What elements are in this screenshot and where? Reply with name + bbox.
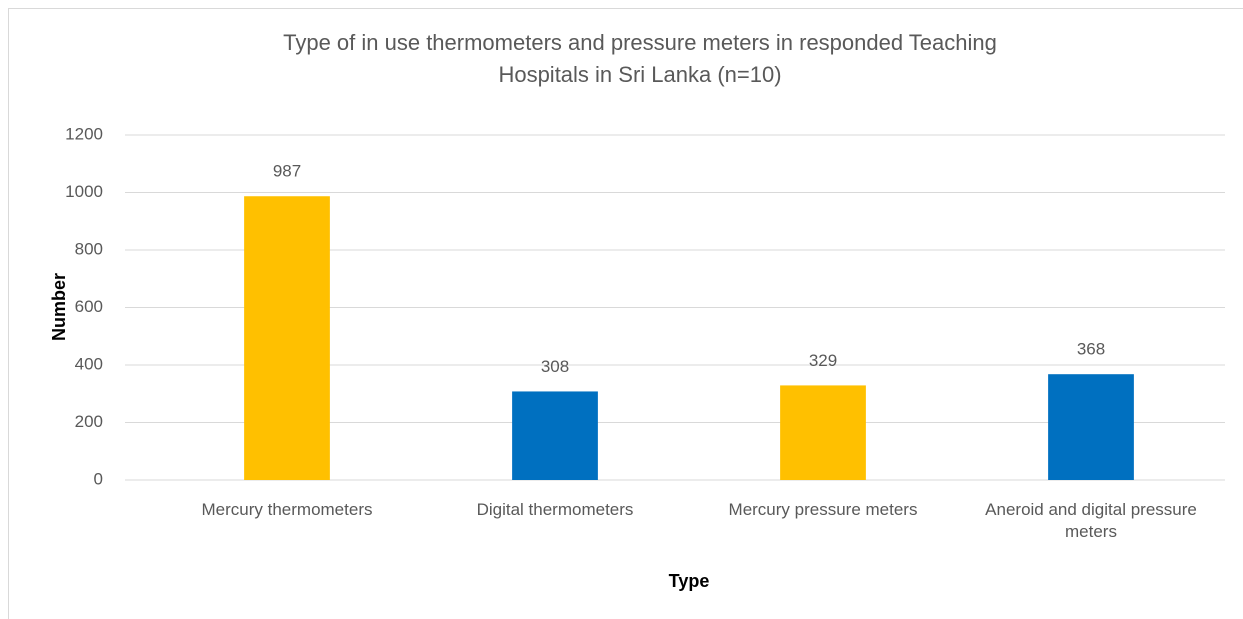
x-tick-label: Digital thermometers [476,500,634,519]
data-label: 308 [541,357,569,376]
x-tick-label: Mercury pressure meters [728,500,918,519]
data-label: 329 [809,351,837,370]
x-tick-label: Mercury thermometers [201,500,373,519]
data-label: 368 [1077,340,1105,359]
chart-border [8,8,1243,619]
bar [780,385,866,480]
bar [244,196,330,481]
y-tick-label: 1000 [65,182,103,201]
x-tick-label: Aneroid and digital pressure meters [985,500,1197,541]
y-axis-title: Number [49,273,69,341]
y-tick-label: 800 [75,239,103,258]
y-tick-label: 1200 [65,124,103,143]
y-tick-label: 600 [75,297,103,316]
y-tick-label: 200 [75,412,103,431]
bar [512,391,598,480]
chart-title: Hospitals in Sri Lanka (n=10) [498,62,781,87]
y-tick-label: 400 [75,354,103,373]
bar [1048,374,1134,480]
chart-title: Type of in use thermometers and pressure… [283,30,997,55]
y-tick-label: 0 [94,469,103,488]
data-label: 987 [273,162,301,181]
x-axis-title: Type [669,571,710,591]
